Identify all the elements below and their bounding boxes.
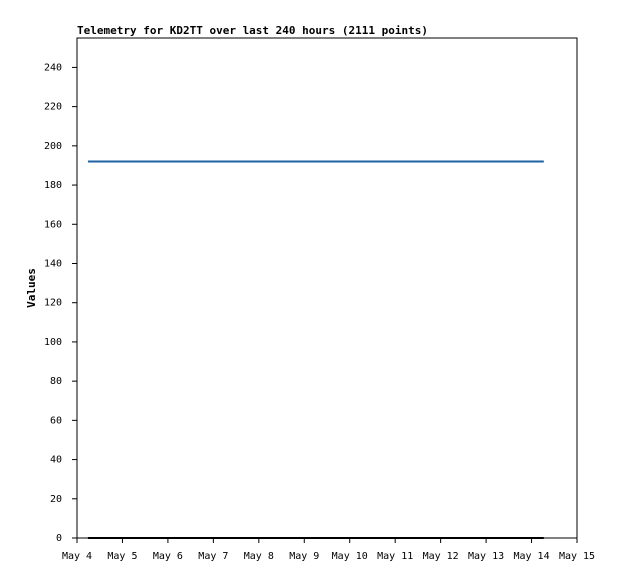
x-tick-label: May 11 bbox=[377, 551, 413, 562]
y-tick-label: 20 bbox=[50, 494, 62, 505]
y-tick-label: 40 bbox=[50, 455, 62, 466]
y-tick-label: 80 bbox=[50, 376, 62, 387]
y-tick-label: 140 bbox=[44, 258, 62, 269]
y-tick-label: 120 bbox=[44, 298, 62, 309]
x-tick-label: May 14 bbox=[513, 551, 549, 562]
y-tick-label: 200 bbox=[44, 141, 62, 152]
y-tick-label: 100 bbox=[44, 337, 62, 348]
x-tick-label: May 13 bbox=[468, 551, 504, 562]
x-tick-label: May 10 bbox=[332, 551, 368, 562]
x-tick-label: May 8 bbox=[244, 551, 274, 562]
x-tick-label: May 6 bbox=[153, 551, 183, 562]
y-tick-label: 180 bbox=[44, 180, 62, 191]
x-tick-label: May 15 bbox=[559, 551, 595, 562]
plot-frame bbox=[76, 37, 578, 539]
x-tick-label: May 4 bbox=[62, 551, 92, 562]
y-tick-label: 240 bbox=[44, 62, 62, 73]
y-tick-label: 60 bbox=[50, 415, 62, 426]
y-tick-label: 220 bbox=[44, 102, 62, 113]
chart-title: Telemetry for KD2TT over last 240 hours … bbox=[77, 24, 428, 37]
y-tick-label: 0 bbox=[56, 533, 62, 544]
y-tick-label: 160 bbox=[44, 219, 62, 230]
y-axis-label: Values bbox=[25, 268, 38, 308]
x-tick-label: May 12 bbox=[423, 551, 459, 562]
x-tick-label: May 7 bbox=[198, 551, 228, 562]
x-tick-label: May 5 bbox=[107, 551, 137, 562]
x-tick-label: May 9 bbox=[289, 551, 319, 562]
